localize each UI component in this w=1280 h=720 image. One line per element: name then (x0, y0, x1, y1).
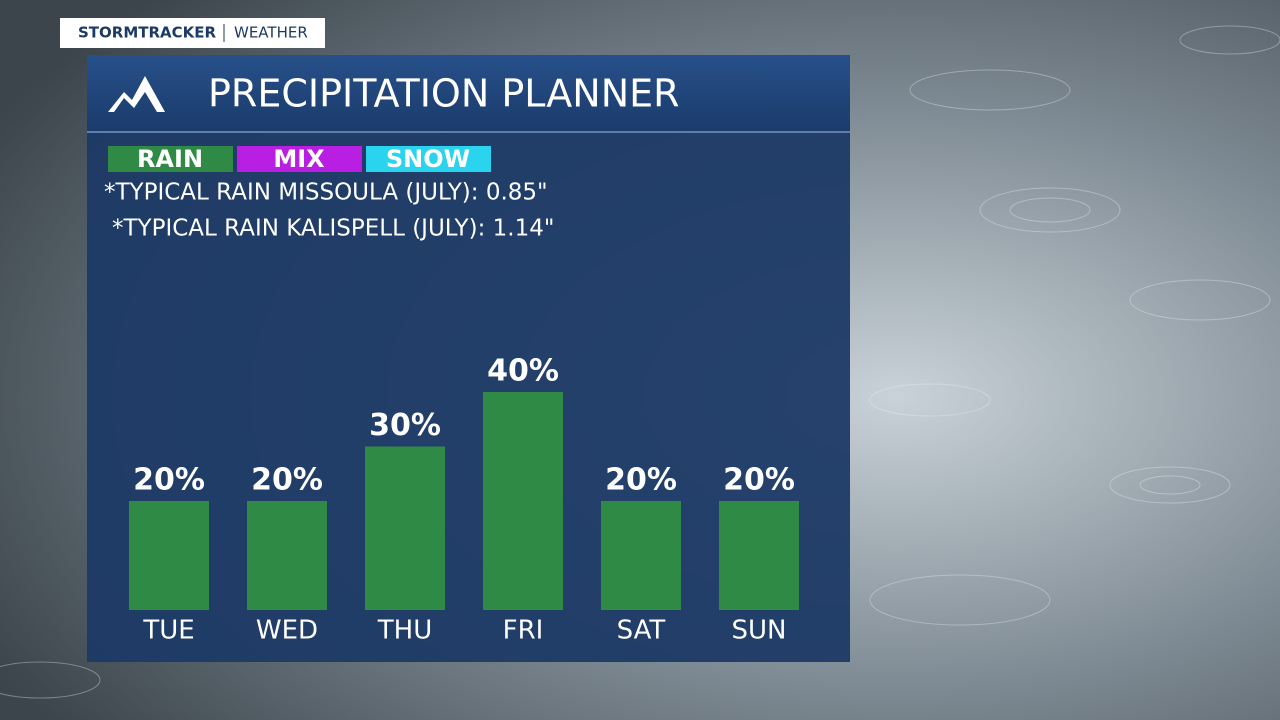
value-label: 20% (251, 463, 323, 498)
panel-header (87, 55, 850, 132)
bar (129, 501, 209, 610)
note: *TYPICAL RAIN KALISPELL (JULY): 1.14" (112, 216, 554, 242)
chart: RAIN MIX SNOW *TYPICAL RAIN MISSOULA (JULY)… (104, 145, 799, 646)
bar (601, 501, 681, 610)
x-tick-label: SAT (617, 616, 666, 646)
brand-section: WEATHER (234, 24, 308, 42)
brand-name: STORMTRACKER (78, 24, 217, 42)
x-tick-label: THU (377, 616, 432, 646)
x-tick-label: FRI (503, 616, 544, 646)
x-tick-label: TUE (142, 616, 194, 646)
chart-title: PRECIPITATION PLANNER (208, 72, 680, 116)
value-label: 30% (369, 408, 441, 443)
brand-tab (60, 18, 325, 48)
mountain-logo (108, 76, 165, 112)
bar (365, 446, 445, 610)
x-tick-label: SUN (732, 616, 787, 646)
x-tick-label: WED (256, 616, 318, 646)
value-label: 20% (605, 463, 677, 498)
ripples (0, 25, 1280, 699)
note: *TYPICAL RAIN MISSOULA (JULY): 0.85" (104, 180, 548, 206)
legend-label: RAIN (137, 145, 203, 173)
value-label: 20% (723, 463, 795, 498)
legend-swatch (237, 146, 362, 172)
legend-swatch (366, 146, 491, 172)
bar (483, 392, 563, 610)
legend-swatch (108, 146, 233, 172)
bar (719, 501, 799, 610)
legend-label: SNOW (386, 145, 470, 173)
value-label: 40% (487, 354, 559, 389)
value-label: 20% (133, 463, 205, 498)
legend-label: MIX (273, 145, 325, 173)
bar (247, 501, 327, 610)
